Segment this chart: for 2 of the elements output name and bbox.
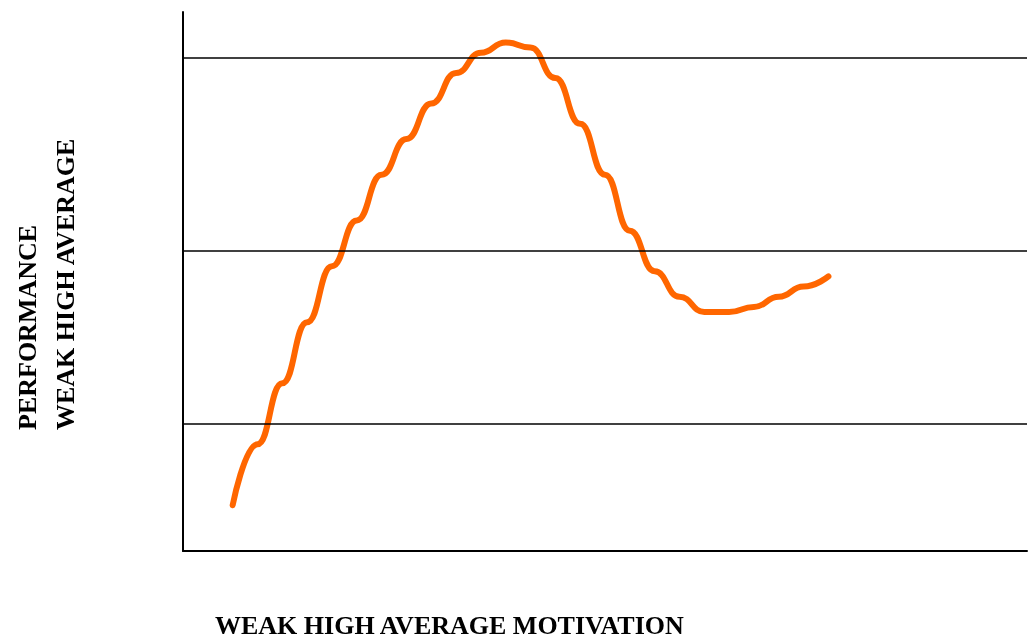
x-axis-title: WEAK HIGH AVERAGE MOTIVATION	[215, 610, 685, 639]
y-axis-title: PERFORMANCE WEAK HIGH AVERAGE	[12, 138, 80, 430]
